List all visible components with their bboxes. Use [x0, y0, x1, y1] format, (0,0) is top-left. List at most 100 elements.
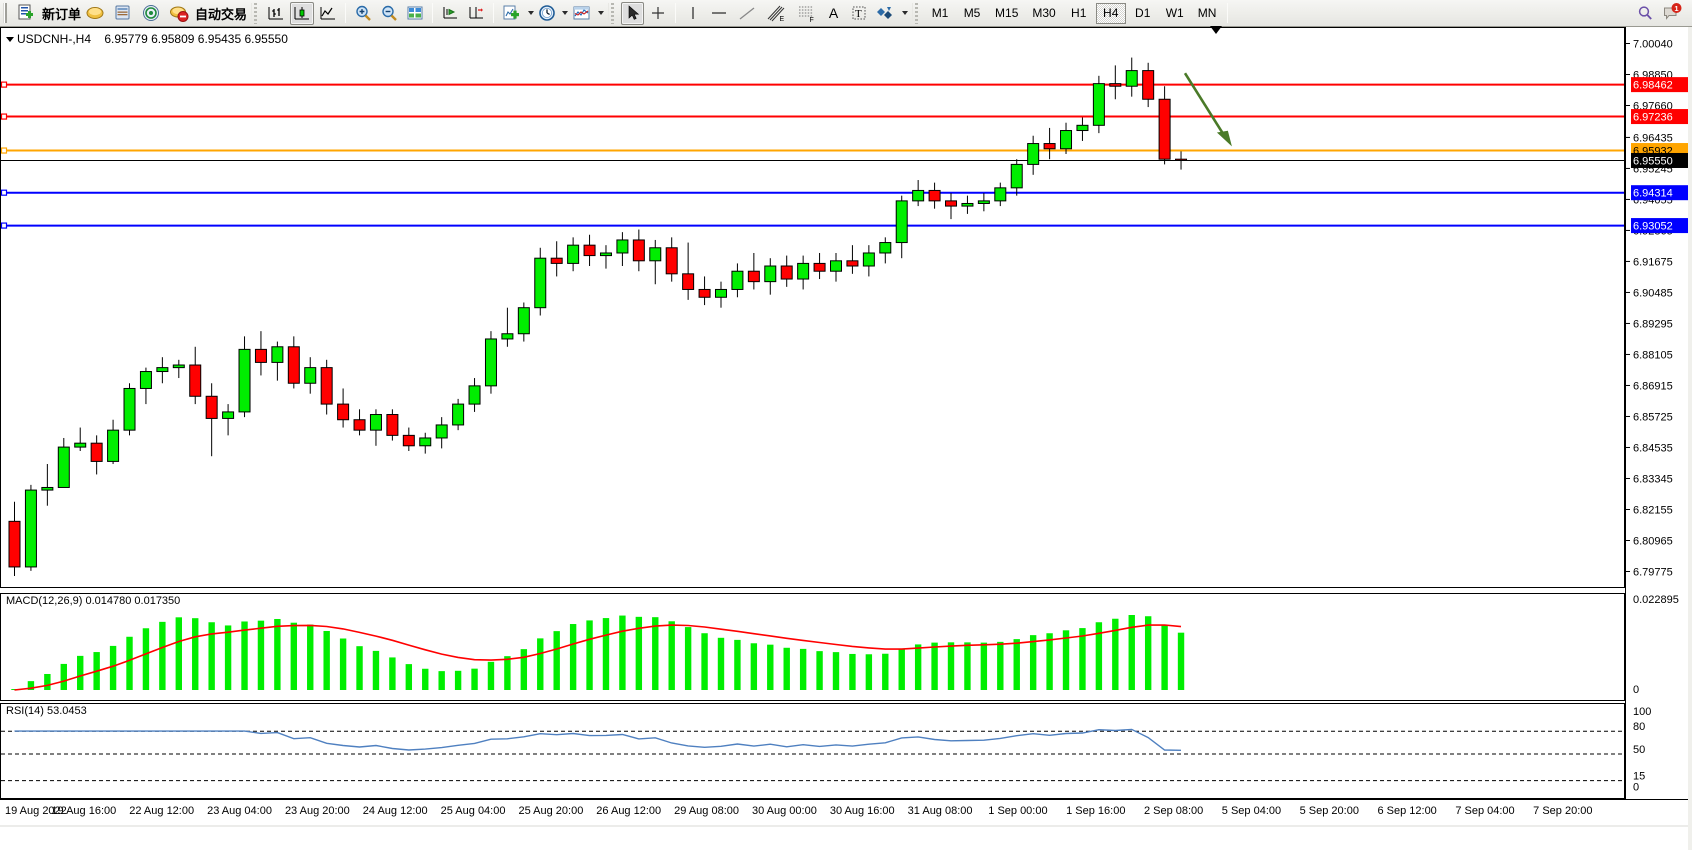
svg-text:0.022895: 0.022895: [1633, 594, 1679, 606]
svg-text:6.89295: 6.89295: [1633, 318, 1673, 330]
svg-text:6.90485: 6.90485: [1633, 287, 1673, 299]
window-right-edge: [1688, 27, 1692, 850]
new-order-label[interactable]: 新订单: [42, 6, 82, 22]
toolbar-grip[interactable]: [3, 3, 10, 23]
equidistant-channel-icon[interactable]: E: [762, 2, 790, 25]
svg-text:19 Aug 2022: 19 Aug 2022: [5, 805, 67, 817]
svg-text:7.00040: 7.00040: [1633, 39, 1673, 51]
toolbar-group-grip-timeframes[interactable]: [912, 2, 921, 24]
timeframe-h1[interactable]: H1: [1071, 6, 1087, 20]
svg-text:31 Aug 08:00: 31 Aug 08:00: [908, 805, 973, 817]
new-order-button[interactable]: [13, 2, 39, 25]
svg-text:25 Aug 20:00: 25 Aug 20:00: [518, 805, 583, 817]
rsi-canvas: [1, 728, 1624, 782]
bar-chart-icon[interactable]: [264, 2, 288, 25]
zoom-in-icon[interactable]: [351, 2, 375, 25]
symbol-collapse-icon[interactable]: [6, 37, 14, 42]
cursor-icon[interactable]: [621, 1, 645, 25]
svg-text:80: 80: [1633, 721, 1645, 733]
chart-position-marker-icon: [1210, 26, 1222, 34]
svg-text:6.82155: 6.82155: [1633, 504, 1673, 516]
period-clock-icon[interactable]: [535, 2, 559, 25]
svg-text:0: 0: [1633, 684, 1639, 696]
line-chart-icon[interactable]: [316, 2, 340, 25]
zoom-out-icon[interactable]: [377, 2, 401, 25]
svg-text:5 Sep 20:00: 5 Sep 20:00: [1300, 805, 1359, 817]
svg-text:25 Aug 04:00: 25 Aug 04:00: [441, 805, 506, 817]
autotrade-label[interactable]: 自动交易: [195, 6, 248, 22]
fibonacci-retracement-icon[interactable]: F: [792, 2, 820, 25]
timeframe-m15[interactable]: M15: [995, 6, 1019, 20]
price-chart-canvas[interactable]: [1, 28, 1624, 587]
main-toolbar: 新订单 自动交易: [0, 0, 1692, 27]
timeframe-m30[interactable]: M30: [1032, 6, 1056, 20]
toolbar-separator-1: [345, 3, 347, 23]
macd-label: MACD(12,26,9) 0.014780 0.017350: [6, 595, 181, 607]
macd-canvas: [11, 615, 1185, 691]
svg-text:6.85725: 6.85725: [1633, 411, 1673, 423]
data-window-button[interactable]: [110, 2, 136, 25]
time-axis[interactable]: 19 Aug 2022 19 Aug 16:00 22 Aug 12:00 23 Au…: [0, 799, 1692, 850]
timeframe-d1[interactable]: D1: [1135, 6, 1151, 20]
toolbar-separator-2: [432, 3, 434, 23]
svg-text:15: 15: [1633, 771, 1645, 783]
price-axis[interactable]: 7.00040 6.98850 6.97660 6.96435 6.95245 6.940…: [1625, 27, 1692, 799]
candlestick-chart-icon[interactable]: [290, 1, 315, 25]
svg-text:30 Aug 16:00: 30 Aug 16:00: [830, 805, 895, 817]
svg-text:24 Aug 12:00: 24 Aug 12:00: [363, 805, 428, 817]
new-chart-dropdown-arrow-icon[interactable]: [528, 11, 535, 15]
indicators-icon[interactable]: [569, 2, 595, 25]
svg-text:29 Aug 08:00: 29 Aug 08:00: [674, 805, 739, 817]
indicators-dropdown-arrow-icon[interactable]: [598, 11, 605, 15]
period-dropdown-arrow-icon[interactable]: [562, 11, 569, 15]
shapes-dropdown-arrow-icon[interactable]: [902, 11, 909, 15]
svg-text:E: E: [780, 16, 785, 23]
rsi-pane[interactable]: RSI(14) 53.0453: [0, 703, 1625, 799]
search-icon[interactable]: [1633, 2, 1657, 25]
svg-text:1 Sep 00:00: 1 Sep 00:00: [988, 805, 1047, 817]
text-icon[interactable]: A: [828, 5, 839, 21]
svg-text:30 Aug 00:00: 30 Aug 00:00: [752, 805, 817, 817]
timeframe-m1[interactable]: M1: [931, 6, 949, 20]
vertical-line-icon[interactable]: [681, 2, 704, 25]
svg-text:6.98462: 6.98462: [1633, 80, 1673, 92]
svg-text:7 Sep 20:00: 7 Sep 20:00: [1533, 805, 1592, 817]
timeframe-m5[interactable]: M5: [963, 6, 981, 20]
chart-shift-grid-icon[interactable]: [403, 2, 427, 25]
svg-text:6.80965: 6.80965: [1633, 535, 1673, 547]
svg-text:0: 0: [1633, 782, 1639, 794]
new-chart-icon[interactable]: [499, 2, 525, 25]
autotrade-button[interactable]: [166, 2, 192, 25]
chart-ohlc: 6.95779 6.95809 6.95435 6.95550: [104, 32, 288, 46]
crosshair-icon[interactable]: [646, 2, 670, 25]
svg-text:19 Aug 16:00: 19 Aug 16:00: [51, 805, 116, 817]
toolbar-group-grip-drawing[interactable]: [608, 2, 617, 24]
timeframe-mn[interactable]: MN: [1197, 6, 1217, 20]
svg-text:5 Sep 04:00: 5 Sep 04:00: [1222, 805, 1281, 817]
rsi-label: RSI(14) 53.0453: [6, 705, 87, 717]
svg-text:7 Sep 04:00: 7 Sep 04:00: [1455, 805, 1514, 817]
toolbar-group-grip-charttype[interactable]: [251, 2, 260, 24]
expert-advisor-button[interactable]: [82, 2, 108, 25]
timeframe-w1[interactable]: W1: [1165, 6, 1184, 20]
trendline-icon[interactable]: [734, 2, 760, 25]
svg-text:23 Aug 04:00: 23 Aug 04:00: [207, 805, 272, 817]
horizontal-line-icon[interactable]: [706, 2, 732, 25]
timeframe-h4[interactable]: H4: [1095, 2, 1126, 24]
svg-text:23 Aug 20:00: 23 Aug 20:00: [285, 805, 350, 817]
text-label-icon[interactable]: T: [847, 2, 871, 25]
svg-text:2 Sep 08:00: 2 Sep 08:00: [1144, 805, 1203, 817]
notification-count: 1: [1674, 4, 1679, 13]
macd-pane[interactable]: MACD(12,26,9) 0.014780 0.017350: [0, 593, 1625, 701]
svg-text:26 Aug 12:00: 26 Aug 12:00: [596, 805, 661, 817]
chart-symbol: USDCNH-,H4: [17, 32, 92, 46]
auto-scroll-icon[interactable]: [438, 2, 462, 25]
notification-icon[interactable]: 1: [1659, 2, 1685, 25]
svg-text:6.93052: 6.93052: [1633, 221, 1673, 233]
signals-button[interactable]: [138, 2, 164, 25]
main-price-pane[interactable]: USDCNH-,H4 6.95779 6.95809 6.95435 6.955…: [0, 27, 1625, 588]
chart-shift-icon[interactable]: [464, 2, 488, 25]
chart-container[interactable]: USDCNH-,H4 6.95779 6.95809 6.95435 6.955…: [0, 26, 1692, 850]
toolbar-separator-5: [1227, 3, 1229, 23]
shapes-icon[interactable]: [873, 2, 899, 25]
